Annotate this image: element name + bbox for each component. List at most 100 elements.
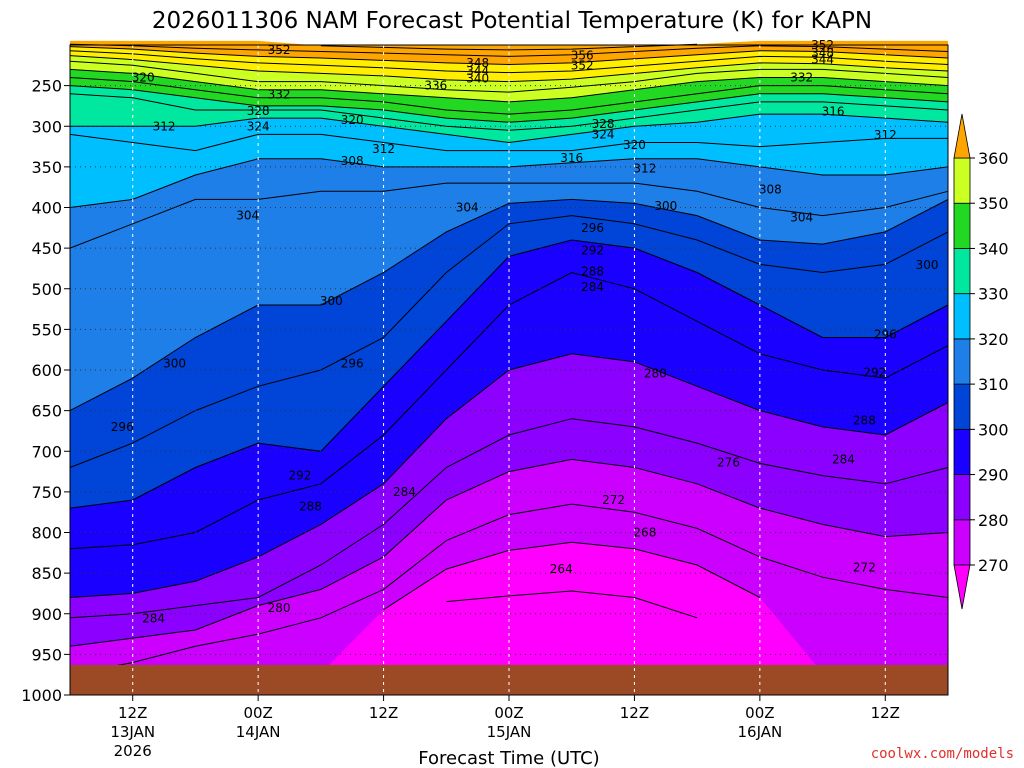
contour-label: 308 bbox=[759, 183, 782, 197]
colorbar-swatch bbox=[953, 428, 971, 475]
y-tick-label: 950 bbox=[31, 645, 62, 664]
x-tick-label: 00Z bbox=[243, 704, 272, 722]
contour-label: 292 bbox=[581, 244, 604, 258]
colorbar-label: 330 bbox=[978, 285, 1009, 304]
colorbar-label: 350 bbox=[978, 194, 1009, 213]
contour-label: 272 bbox=[602, 493, 625, 507]
contour-label: 332 bbox=[790, 71, 813, 85]
y-tick-label: 250 bbox=[31, 77, 62, 96]
colorbar-label: 310 bbox=[978, 375, 1009, 394]
contour-label: 352 bbox=[268, 43, 291, 57]
pressure-axis: 250 300 350 400 450 500 550 600 650 700 750 800 850 9… bbox=[21, 77, 70, 705]
contour-label: 316 bbox=[560, 151, 583, 165]
contour-label: 280 bbox=[644, 366, 667, 380]
isentrope-336 bbox=[69, 60, 949, 93]
colorbar-swatch bbox=[953, 474, 971, 521]
y-tick-label: 1000 bbox=[21, 686, 62, 705]
contour-label: 304 bbox=[790, 210, 813, 224]
colorbar-label: 360 bbox=[978, 149, 1009, 168]
x-axis-title: Forecast Time (UTC) bbox=[418, 748, 599, 768]
contour-label: 284 bbox=[142, 612, 165, 626]
contour-label: 340 bbox=[466, 71, 489, 85]
contour-label: 320 bbox=[623, 138, 646, 152]
isentrope-268 bbox=[383, 541, 761, 611]
isentrope-276 bbox=[69, 458, 949, 647]
contour-label: 328 bbox=[592, 117, 615, 131]
contour-label: 264 bbox=[550, 562, 573, 576]
colorbar-swatch bbox=[953, 383, 971, 430]
colorbar-swatch bbox=[953, 293, 971, 340]
contour-label: 348 bbox=[811, 46, 834, 60]
contour-label: 324 bbox=[247, 119, 270, 133]
colorbar-swatch bbox=[953, 338, 971, 385]
contour-label: 336 bbox=[424, 79, 447, 93]
contour-label: 272 bbox=[853, 560, 876, 574]
colorbar-swatch bbox=[953, 202, 971, 249]
contour-label: 320 bbox=[341, 113, 364, 127]
contour-label: 284 bbox=[581, 280, 604, 294]
contour-label: 304 bbox=[456, 201, 479, 215]
contour-label: 344 bbox=[466, 64, 489, 78]
contour-label: 288 bbox=[299, 500, 322, 514]
contour-label: 284 bbox=[393, 485, 416, 499]
x-tick-label: 14JAN bbox=[236, 723, 281, 741]
y-tick-label: 300 bbox=[31, 117, 62, 136]
contour-label: 288 bbox=[581, 265, 604, 279]
contour-label: 332 bbox=[268, 88, 291, 102]
y-tick-label: 750 bbox=[31, 483, 62, 502]
isentrope-296 bbox=[69, 215, 949, 468]
x-tick-label: 12Z bbox=[620, 704, 649, 722]
y-tick-label: 450 bbox=[31, 239, 62, 258]
y-tick-label: 400 bbox=[31, 199, 62, 218]
y-tick-label: 500 bbox=[31, 280, 62, 299]
colorbar-swatch bbox=[953, 519, 971, 566]
contour-label: 344 bbox=[811, 53, 834, 67]
isentrope-280 bbox=[69, 418, 949, 619]
contour-label: 356 bbox=[571, 49, 594, 63]
contour-label: 296 bbox=[341, 357, 364, 371]
isentrope-344 bbox=[69, 50, 949, 74]
contour-label: 276 bbox=[717, 456, 740, 470]
contour-label: 328 bbox=[247, 104, 270, 118]
contour-label: 288 bbox=[853, 413, 876, 427]
colorbar-top-arrow bbox=[953, 113, 971, 159]
contour-label: 316 bbox=[822, 105, 845, 119]
contour-label: 296 bbox=[874, 327, 897, 341]
contour-label: 296 bbox=[111, 420, 134, 434]
contour-label: 320 bbox=[132, 71, 155, 85]
y-tick-label: 600 bbox=[31, 361, 62, 380]
plot-area: 3523483443403363563523523483443323203323… bbox=[69, 38, 949, 696]
x-tick-label: 00Z bbox=[494, 704, 523, 722]
contour-label: 292 bbox=[863, 365, 886, 379]
contour-label: 300 bbox=[320, 294, 343, 308]
contour-label: 312 bbox=[153, 119, 176, 133]
isentrope-316 bbox=[70, 113, 949, 144]
isentrope-352 bbox=[69, 43, 949, 57]
colorbar: 270 280 290 300 310 320 330 340 350 360 bbox=[953, 113, 1009, 610]
colorbar-label: 270 bbox=[978, 556, 1009, 575]
contour-label: 292 bbox=[288, 469, 311, 483]
colorbar-swatch bbox=[953, 248, 971, 295]
contour-label: 312 bbox=[372, 142, 395, 156]
isentrope-348 bbox=[69, 46, 949, 66]
colorbar-swatch bbox=[953, 157, 971, 204]
contour-label: 312 bbox=[874, 128, 897, 142]
y-tick-label: 700 bbox=[31, 442, 62, 461]
x-tick-label: 13JAN bbox=[110, 723, 155, 741]
x-tick-label: 15JAN bbox=[487, 723, 532, 741]
contour-label: 296 bbox=[581, 221, 604, 235]
x-tick-label: 12Z bbox=[369, 704, 398, 722]
x-tick-label: 12Z bbox=[118, 704, 147, 722]
contour-label: 312 bbox=[633, 162, 656, 176]
y-tick-label: 850 bbox=[31, 564, 62, 583]
colorbar-label: 300 bbox=[978, 420, 1009, 439]
colorbar-label: 340 bbox=[978, 239, 1009, 258]
isentrope-264 bbox=[446, 590, 698, 619]
x-tick-label: 16JAN bbox=[737, 723, 782, 741]
colorbar-label: 280 bbox=[978, 511, 1009, 530]
contour-label: 300 bbox=[916, 258, 939, 272]
colorbar-label: 320 bbox=[978, 330, 1009, 349]
credit-text: coolwx.com/models bbox=[871, 746, 1014, 762]
